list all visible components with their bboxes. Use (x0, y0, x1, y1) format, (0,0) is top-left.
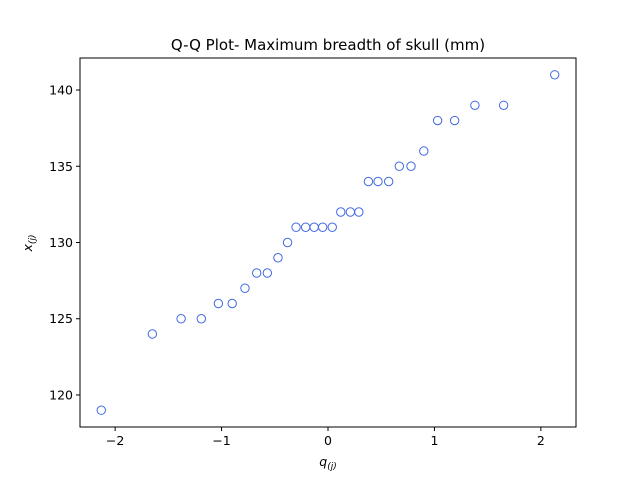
plot-area-frame (79, 57, 577, 428)
data-point (213, 298, 224, 309)
data-point (317, 222, 328, 232)
data-point (96, 405, 106, 415)
data-point (251, 268, 262, 278)
x-axis-ticks: −2 −1 0 1 2 (106, 427, 545, 448)
x-tick-label: −1 (212, 433, 230, 448)
data-point (550, 70, 560, 80)
data-point (147, 329, 158, 339)
x-tick-label: 2 (537, 433, 545, 448)
y-tick-label: 130 (49, 235, 73, 250)
x-tick-label: −2 (106, 433, 124, 448)
data-point (336, 207, 346, 217)
data-point (327, 222, 337, 232)
data-point (432, 115, 443, 126)
x-axis-label-base: q (319, 454, 327, 469)
chart-title: Q-Q Plot- Maximum breadth of skull (mm) (171, 36, 485, 54)
data-point (449, 115, 460, 126)
y-axis-label-subscript: (j) (28, 235, 38, 245)
x-tick-label: 0 (324, 433, 332, 448)
x-tick-label: 1 (430, 433, 438, 448)
data-point (240, 283, 250, 293)
data-point (227, 298, 237, 309)
y-axis-label-base: x (20, 243, 35, 252)
data-point (363, 176, 374, 187)
data-point (406, 161, 416, 171)
data-point (383, 176, 394, 187)
data-point (373, 176, 383, 187)
x-axis-label: q(j) (319, 454, 336, 472)
y-tick-label: 120 (49, 387, 73, 402)
data-point (498, 100, 509, 110)
data-point (394, 161, 405, 171)
data-point (470, 100, 480, 110)
data-point (273, 253, 283, 263)
data-point (176, 314, 186, 324)
x-axis-label-subscript: (j) (327, 462, 337, 472)
data-point (262, 268, 273, 278)
data-point (354, 207, 364, 217)
data-point (291, 222, 301, 232)
data-point (196, 314, 207, 324)
data-point (419, 146, 429, 156)
y-axis-ticks: 120 125 130 135 140 (49, 83, 80, 402)
y-tick-label: 125 (49, 311, 73, 326)
y-axis-label: x(j) (20, 235, 38, 253)
data-points (96, 70, 560, 415)
y-tick-label: 140 (49, 83, 73, 98)
y-tick-label: 135 (49, 159, 73, 174)
data-point (282, 237, 293, 248)
